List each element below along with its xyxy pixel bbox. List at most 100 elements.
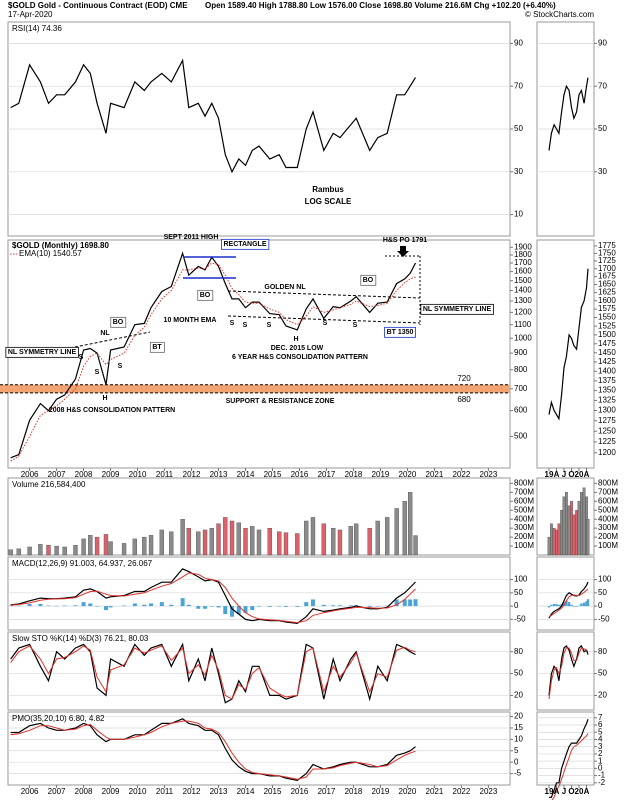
y-tick-label: 300M <box>514 523 534 532</box>
y-tick-label: -2 <box>598 778 606 787</box>
y-tick-label: 500M <box>598 505 618 514</box>
bar <box>565 600 568 607</box>
annotation: S <box>79 354 84 361</box>
y-tick-label: 50 <box>514 124 523 133</box>
y-tick-label: 600 <box>514 406 528 415</box>
x-tick-label: 2015 <box>264 470 282 479</box>
x-tick-label: 2019 <box>372 787 390 796</box>
annotation: GOLDEN NL <box>264 284 306 291</box>
annotation-box <box>5 346 79 358</box>
y-tick-label: 1425 <box>598 357 616 366</box>
bar <box>385 517 390 556</box>
y-tick-label: 20 <box>598 691 607 700</box>
bar <box>159 529 164 556</box>
y-tick-label: 80 <box>514 647 523 656</box>
y-tick-label: 1900 <box>514 242 532 251</box>
bar <box>229 520 235 556</box>
bar <box>243 527 248 556</box>
bar <box>132 538 137 556</box>
bar <box>38 603 43 607</box>
bar <box>570 604 573 607</box>
y-tick-label: 7 <box>598 713 603 722</box>
y-tick-label: 1450 <box>598 348 616 357</box>
bar <box>27 546 32 556</box>
bar <box>250 606 255 611</box>
y-tick-label: 1350 <box>598 386 616 395</box>
annotation: S <box>118 363 123 370</box>
series-line <box>548 581 589 619</box>
annotation: 10 MONTH EMA <box>164 317 217 324</box>
y-tick-label: 70 <box>514 81 523 90</box>
series-line <box>10 645 416 700</box>
bar <box>203 606 208 609</box>
y-tick-label: 15 <box>514 723 523 732</box>
bar <box>169 531 174 556</box>
bar <box>565 492 568 556</box>
x-tick-label: 2010 <box>129 787 147 796</box>
y-tick-label: 100M <box>598 541 618 550</box>
y-tick-label: 1675 <box>598 272 616 281</box>
y-tick-label: 1275 <box>598 416 616 425</box>
y-tick-label: 900 <box>514 348 528 357</box>
annotation: BO <box>113 319 124 326</box>
symbol-title: $GOLD Gold - Continuous Contract (EOD) C… <box>8 1 188 10</box>
bar <box>575 510 578 556</box>
x-tick-label: 2016 <box>291 787 309 796</box>
bar <box>367 527 372 556</box>
bar <box>257 606 261 607</box>
series-line <box>10 251 417 459</box>
bar <box>142 604 147 607</box>
bar <box>547 536 551 556</box>
y-tick-label: 0 <box>514 757 519 766</box>
x-tick-label: 2018 <box>345 470 363 479</box>
bar <box>555 604 558 607</box>
x-tick-label: A <box>584 787 590 796</box>
annotation-box <box>110 316 127 328</box>
annotation: S <box>267 322 272 329</box>
y-tick-label: 10 <box>514 210 523 219</box>
x-tick-label: 2013 <box>210 787 228 796</box>
panel-title: PMO(35,20,10) 6.80, 4.82 <box>12 714 105 723</box>
series-line <box>10 642 416 704</box>
x-tick-label: 2011 <box>156 787 174 796</box>
series-line <box>549 719 589 798</box>
annotation: NL SYMMETRY LINE <box>8 349 77 356</box>
y-tick-label: 1300 <box>514 296 532 305</box>
panel-frame <box>536 711 595 786</box>
annotation-box <box>420 303 494 315</box>
annotation: BT <box>152 344 162 351</box>
x-tick-label: 2008 <box>75 470 93 479</box>
bar <box>577 501 581 556</box>
x-tick-label: 2023 <box>480 787 498 796</box>
y-tick-label: 3 <box>598 742 603 751</box>
bar <box>180 598 185 607</box>
pattern-line <box>227 315 421 324</box>
y-tick-label: -50 <box>598 614 610 623</box>
bar <box>94 536 100 556</box>
series-line <box>10 720 416 780</box>
y-tick-label: 1400 <box>598 366 616 375</box>
bar <box>295 606 300 607</box>
bar <box>230 606 235 617</box>
legend-entry: $GOLD (Monthly) 1698.80 <box>12 241 109 250</box>
annotation: SUPPORT & RESISTANCE ZONE <box>226 398 335 405</box>
annotation: RECTANGLE <box>223 241 266 248</box>
series-line <box>548 647 589 700</box>
bar <box>103 534 109 556</box>
bar <box>586 519 590 556</box>
annotation: 6 YEAR H&S CONSOLIDATION PATTERN <box>232 354 368 361</box>
y-tick-label: 600M <box>514 496 534 505</box>
bar <box>577 605 581 607</box>
x-tick-label: 2023 <box>480 470 498 479</box>
bar <box>216 606 221 608</box>
bar <box>236 606 241 615</box>
y-tick-label: 1325 <box>598 396 616 405</box>
bar <box>209 527 214 556</box>
y-tick-label: 1700 <box>598 264 616 273</box>
y-tick-label: 6 <box>598 720 603 729</box>
x-tick-label: 2021 <box>426 787 444 796</box>
y-tick-label: 800M <box>514 478 534 487</box>
bar <box>582 487 586 556</box>
y-tick-label: 1600 <box>514 267 532 276</box>
